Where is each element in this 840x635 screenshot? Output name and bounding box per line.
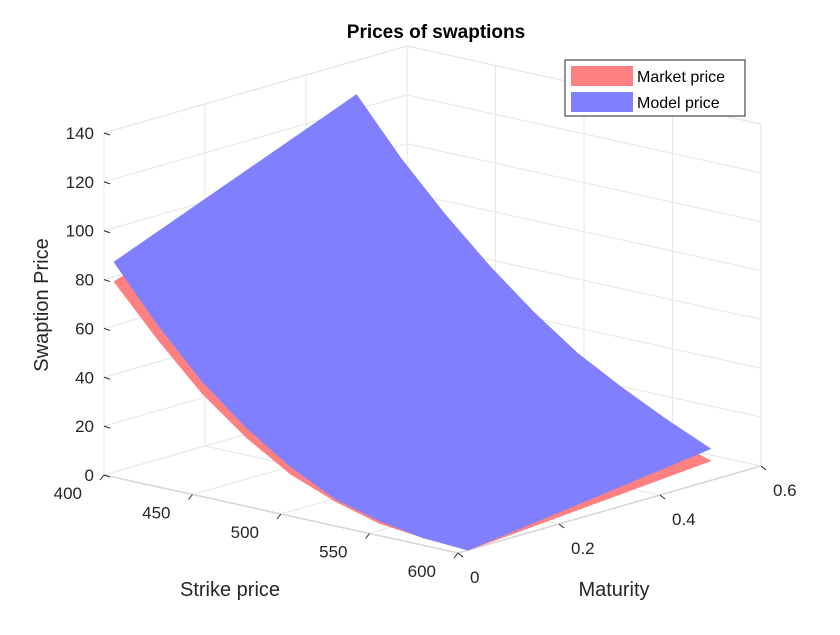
tick-labels: 0 20 40 60 80 100 120 140 400 450 500 550 600 0 0.2 0.4…: [54, 124, 797, 587]
z-tick-mark: [103, 425, 111, 429]
model-price-surface: [113, 94, 712, 551]
z-tick-mark: [103, 279, 111, 283]
y-tick-label: 0: [470, 568, 479, 587]
z-tick-label: 100: [66, 222, 94, 241]
z-tick-mark: [103, 376, 111, 380]
y-tick-mark: [659, 494, 666, 500]
y-axis-label: Maturity: [578, 579, 649, 601]
x-tick-mark: [188, 494, 193, 500]
x-tick-label: 450: [142, 504, 170, 523]
z-tick-mark: [103, 327, 111, 331]
x-tick-label: 400: [54, 484, 82, 503]
grid-line-x: [457, 465, 762, 554]
legend: Market price Model price: [564, 59, 746, 117]
z-tick-label: 0: [85, 466, 94, 485]
x-tick-label: 500: [231, 523, 259, 542]
surfaces: [113, 94, 712, 551]
z-tick-mark: [103, 474, 111, 478]
z-tick-label: 80: [75, 271, 94, 290]
legend-swatch-market: [571, 66, 633, 86]
legend-label-model: Model price: [637, 95, 720, 112]
z-tick-label: 140: [66, 124, 94, 143]
x-axis-label: Strike price: [180, 579, 280, 601]
y-tick-label: 0.6: [773, 481, 797, 500]
z-tick-label: 20: [75, 417, 94, 436]
x-tick-mark: [365, 533, 370, 539]
z-tick-mark: [103, 230, 111, 234]
z-tick-label: 60: [75, 319, 94, 338]
z-tick-mark: [103, 132, 111, 136]
grid-line-z: [103, 45, 408, 134]
surface-patch: [422, 418, 712, 551]
x-tick-label: 600: [408, 562, 436, 581]
y-tick-mark: [760, 465, 767, 471]
y-tick-mark: [457, 552, 464, 558]
y-tick-label: 0.2: [571, 539, 595, 558]
z-tick-label: 120: [66, 173, 94, 192]
x-tick-mark: [99, 474, 105, 481]
y-tick-label: 0.4: [672, 510, 696, 529]
z-tick-mark: [103, 181, 111, 185]
z-tick-label: 40: [75, 368, 94, 387]
x-tick-label: 550: [319, 543, 347, 562]
chart-title: Prices of swaptions: [347, 22, 525, 43]
x-tick-mark: [276, 513, 282, 520]
legend-label-market: Market price: [637, 69, 725, 86]
legend-swatch-model: [571, 92, 633, 112]
x-tick-mark: [453, 552, 459, 559]
z-axis-label: Swaption Price: [31, 238, 53, 371]
y-tick-mark: [558, 523, 565, 529]
